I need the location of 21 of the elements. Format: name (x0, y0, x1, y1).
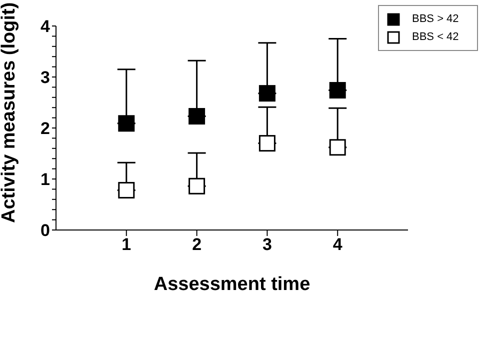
point (118, 182, 135, 198)
y-tick-label: 2 (40, 119, 50, 138)
point (188, 178, 206, 194)
x-tick-label: 4 (332, 235, 343, 254)
point (118, 115, 135, 132)
point (329, 139, 346, 156)
point (329, 82, 346, 99)
x-tick-label: 1 (122, 235, 132, 254)
y-axis-title: Activity measures (logit) (0, 2, 20, 223)
legend-label: BBS < 42 (412, 31, 459, 43)
y-tick-label: 3 (40, 68, 50, 88)
point (188, 108, 206, 125)
legend-label: BBS > 42 (412, 13, 459, 25)
x-tick-label: 2 (192, 235, 202, 254)
point (258, 135, 276, 152)
x-axis-title: Assessment time (154, 274, 310, 295)
y-tick-label: 1 (40, 170, 50, 190)
y-tick-label: 4 (40, 17, 51, 36)
y-tick-label: 0 (40, 221, 50, 240)
x-tick-label: 3 (262, 235, 272, 254)
point (258, 85, 276, 102)
